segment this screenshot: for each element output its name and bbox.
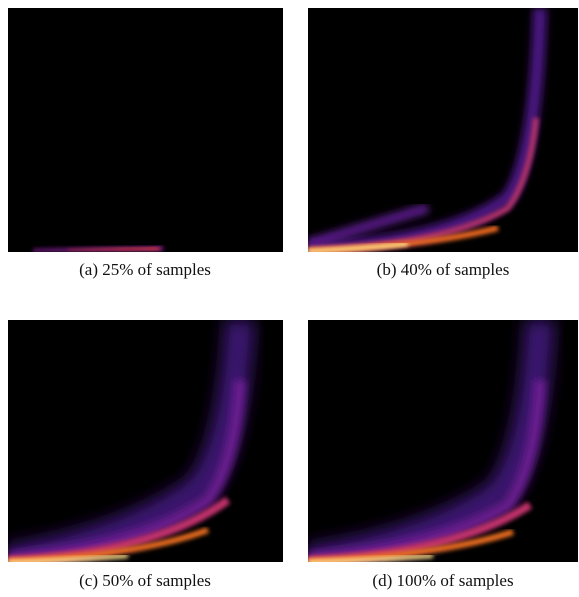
caption: (b) 40% of samples: [376, 260, 510, 279]
heatmap-a: [8, 8, 283, 252]
caption: (c) 50% of samples: [79, 571, 211, 590]
caption: (d) 100% of samples: [372, 571, 514, 590]
caption: (a) 25% of samples: [79, 260, 211, 279]
heatmap-c: [8, 320, 283, 562]
heatmap-b: [308, 8, 578, 252]
heatmap-d: [308, 320, 578, 562]
